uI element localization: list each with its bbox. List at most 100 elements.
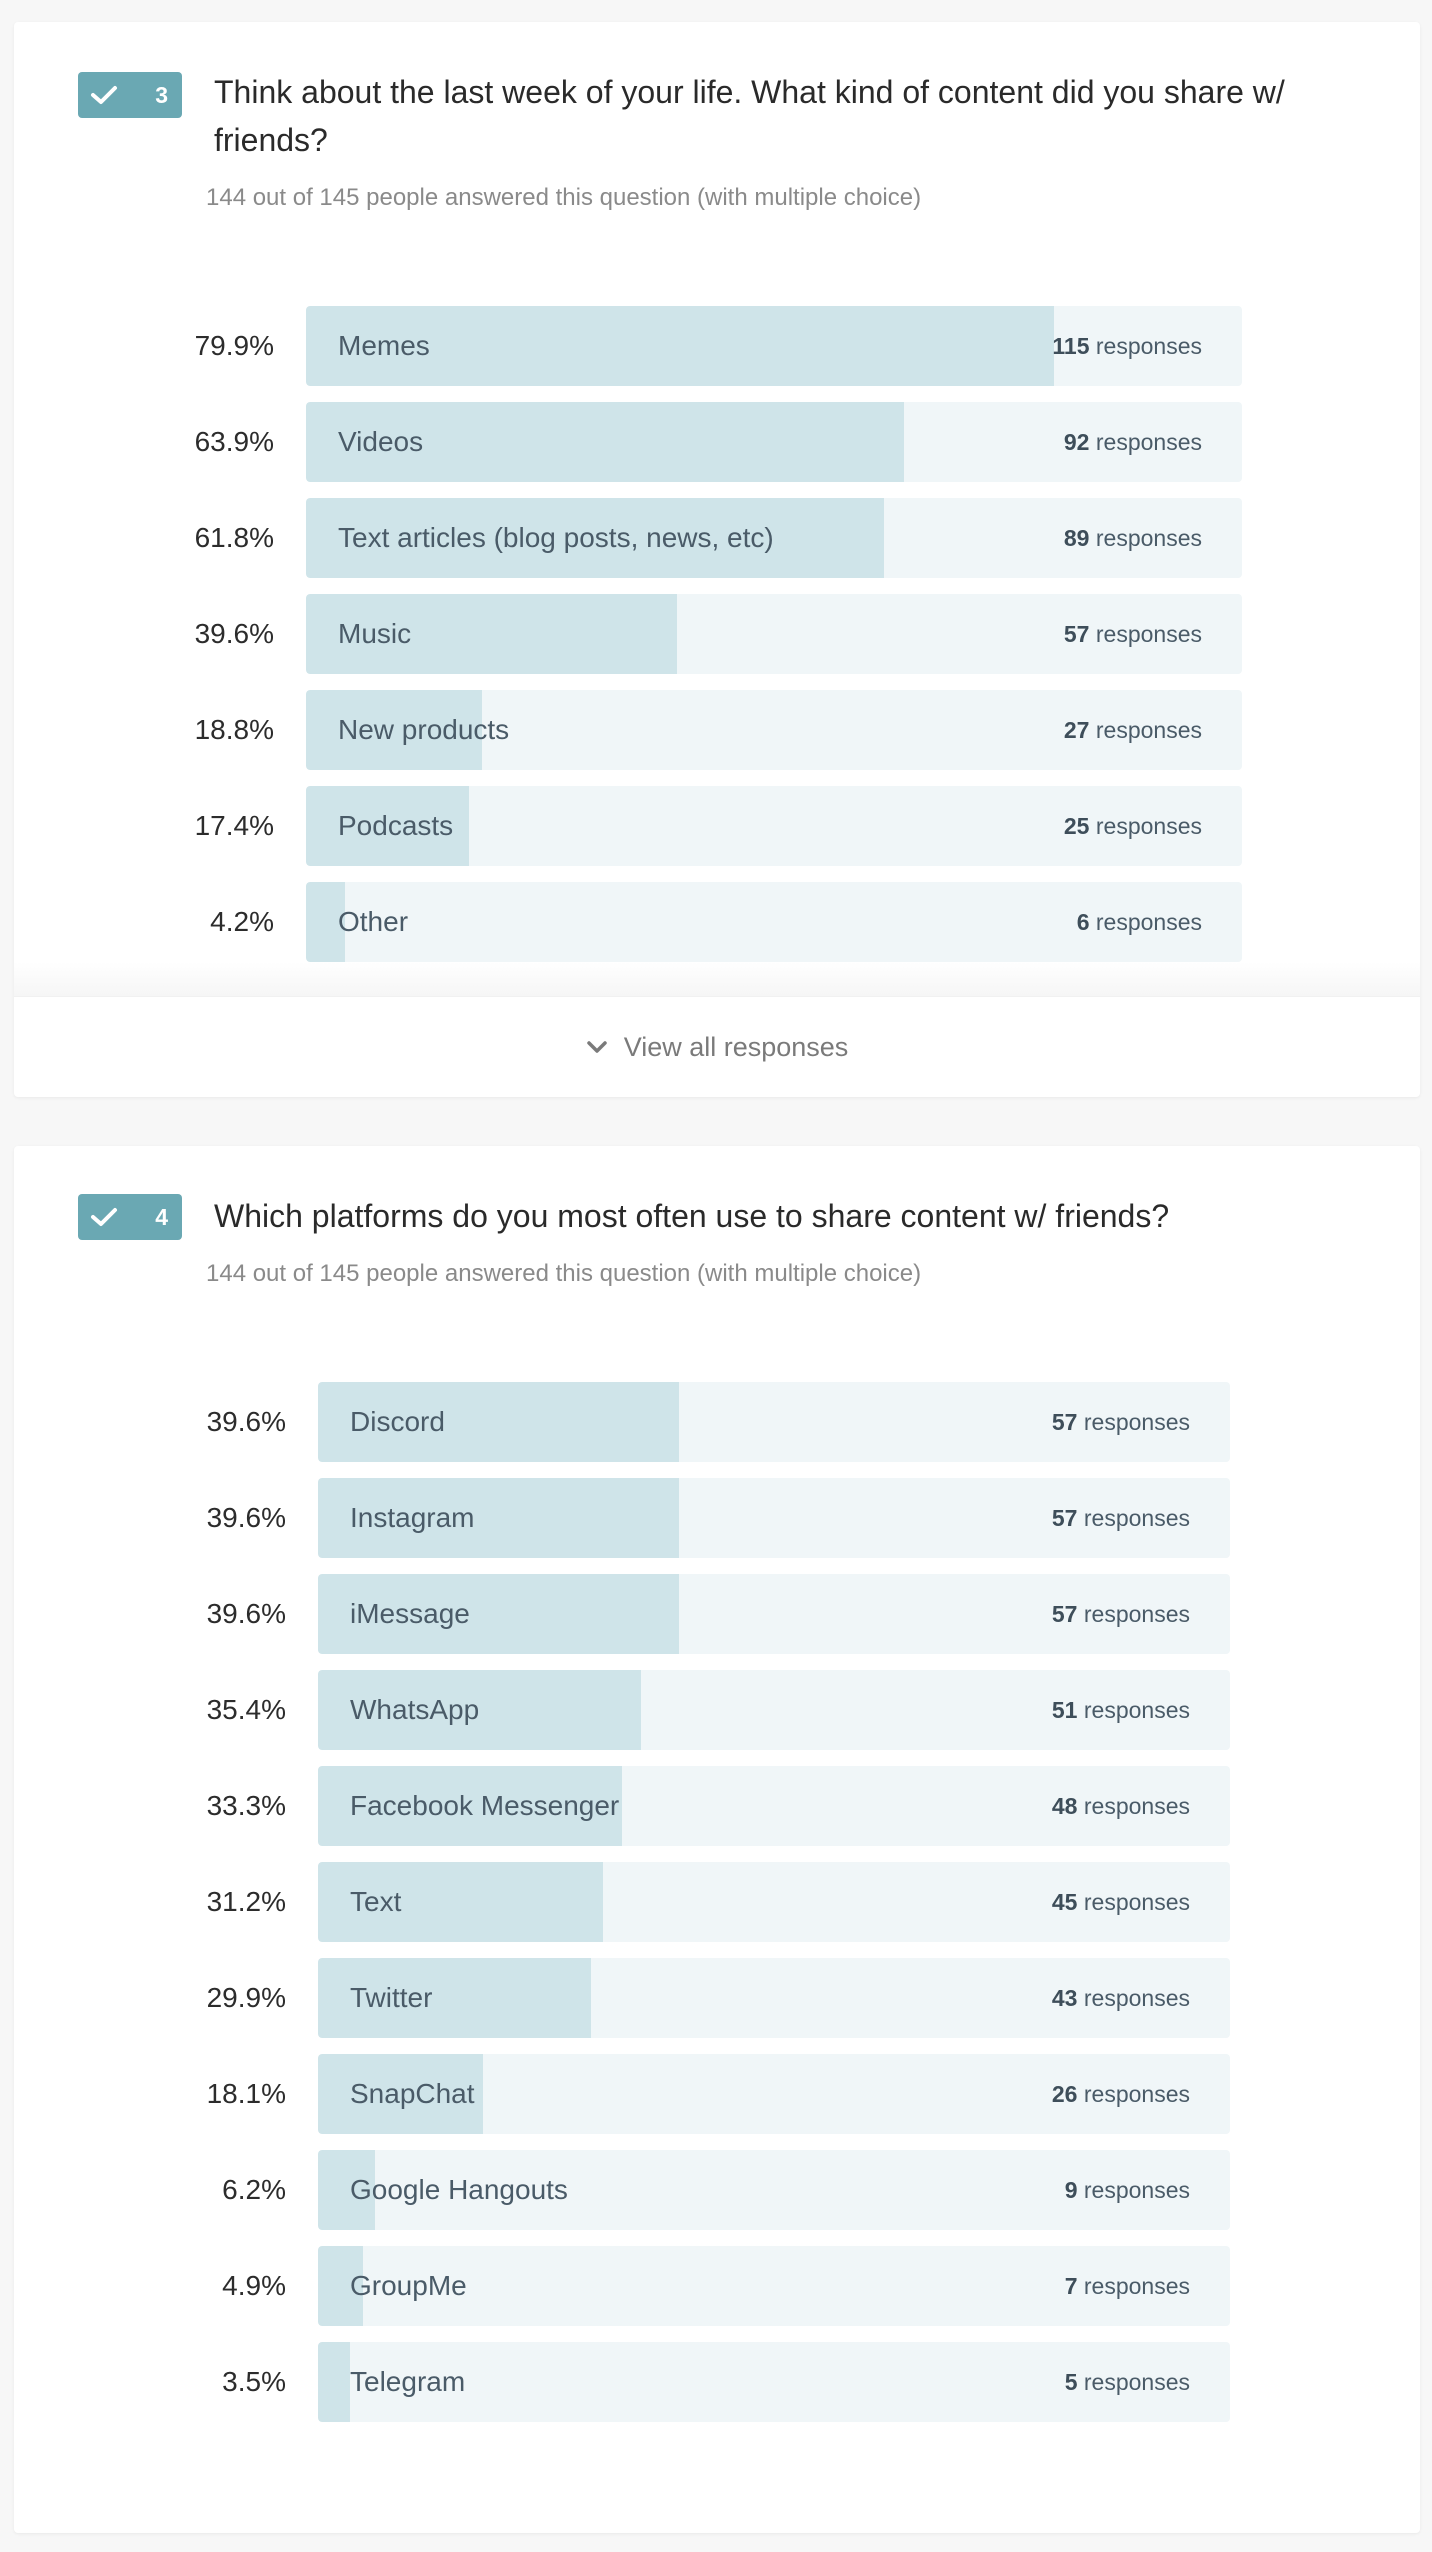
- response-count-number: 57: [1051, 1409, 1078, 1435]
- response-option-label: New products: [338, 714, 510, 745]
- response-option-label: Text: [350, 1886, 402, 1917]
- response-percent: 29.9%: [206, 1982, 286, 2013]
- response-count-suffix: responses: [1095, 525, 1202, 551]
- response-percent: 39.6%: [206, 1406, 286, 1437]
- response-count-suffix: responses: [1083, 1793, 1190, 1819]
- response-row: 31.2% Text 45 responses: [14, 1862, 1420, 1942]
- response-row: 17.4% Podcasts 25 responses: [14, 786, 1420, 866]
- response-count-number: 5: [1064, 2369, 1078, 2395]
- response-bar-fill: [318, 1958, 591, 2038]
- question-subtitle: 144 out of 145 people answered this ques…: [206, 1260, 922, 1287]
- response-row: 4.2% Other 6 responses: [14, 882, 1420, 962]
- response-option-label: Discord: [350, 1406, 445, 1437]
- response-bar-fill: [318, 2342, 350, 2422]
- response-percent: 79.9%: [194, 330, 274, 361]
- response-row: 63.9% Videos 92 responses: [14, 402, 1420, 482]
- response-row: 35.4% WhatsApp 51 responses: [14, 1670, 1420, 1750]
- response-bar-fill: [318, 2054, 484, 2134]
- response-count: 48 responses: [1052, 1766, 1190, 1846]
- list-fade: [14, 962, 1420, 996]
- response-row: 18.8% New products 27 responses: [14, 690, 1420, 770]
- response-option-label: Text articles (blog posts, news, etc): [338, 522, 774, 553]
- response-count: 115 responses: [1052, 306, 1202, 386]
- response-row: 39.6% Instagram 57 responses: [14, 1478, 1420, 1558]
- response-count-suffix: responses: [1083, 1409, 1190, 1435]
- response-bar: Facebook Messenger 48 responses: [318, 1766, 1230, 1846]
- response-bar-fill: [318, 1670, 641, 1750]
- response-bar-fill: [306, 690, 482, 770]
- response-count-suffix: responses: [1083, 2081, 1190, 2107]
- response-row: 79.9% Memes 115 responses: [14, 306, 1420, 386]
- response-option-label: Podcasts: [338, 810, 454, 841]
- response-option-label: Telegram: [350, 2366, 466, 2397]
- response-count-suffix: responses: [1083, 2177, 1190, 2203]
- response-bar-fill: [318, 1574, 680, 1654]
- response-count-number: 9: [1064, 2177, 1078, 2203]
- response-bar-fill: [318, 2150, 375, 2230]
- response-bar-fill: [318, 1766, 622, 1846]
- response-count-suffix: responses: [1095, 717, 1202, 743]
- response-count-suffix: responses: [1083, 2369, 1190, 2395]
- response-bar-fill: [318, 1862, 603, 1942]
- response-count: 6 responses: [1077, 882, 1202, 962]
- response-percent: 4.9%: [222, 2270, 286, 2301]
- response-percent: 63.9%: [194, 426, 274, 457]
- response-count-suffix: responses: [1095, 621, 1202, 647]
- response-count-number: 27: [1063, 717, 1090, 743]
- response-bar: iMessage 57 responses: [318, 1574, 1230, 1654]
- response-percent: 6.2%: [222, 2174, 286, 2205]
- response-percent: 61.8%: [194, 522, 274, 553]
- response-count-number: 6: [1076, 909, 1090, 935]
- response-bar-fill: [318, 1478, 680, 1558]
- question-number-badge: 4: [78, 1194, 182, 1240]
- response-option-label: Other: [338, 906, 409, 937]
- response-bar: WhatsApp 51 responses: [318, 1670, 1230, 1750]
- response-count-suffix: responses: [1095, 813, 1202, 839]
- response-bar-fill: [318, 2246, 363, 2326]
- response-bar-fill: [306, 402, 905, 482]
- response-option-label: Twitter: [350, 1982, 433, 2013]
- response-bar: Other 6 responses: [306, 882, 1242, 962]
- question-number: 3: [155, 81, 168, 108]
- response-count-suffix: responses: [1095, 429, 1202, 455]
- response-count: 27 responses: [1064, 690, 1202, 770]
- view-all-responses-button[interactable]: View all responses: [14, 996, 1420, 1097]
- response-bar: SnapChat 26 responses: [318, 2054, 1230, 2134]
- response-count-number: 26: [1051, 2081, 1078, 2107]
- response-count: 43 responses: [1052, 1958, 1190, 2038]
- response-bar-fill: [318, 1382, 680, 1462]
- response-option-label: Instagram: [350, 1502, 475, 1533]
- response-count-suffix: responses: [1083, 1697, 1190, 1723]
- response-count-suffix: responses: [1095, 909, 1202, 935]
- response-count-suffix: responses: [1083, 1601, 1190, 1627]
- response-count-number: 57: [1051, 1601, 1078, 1627]
- response-option-label: SnapChat: [350, 2078, 475, 2109]
- response-count: 51 responses: [1052, 1670, 1190, 1750]
- response-count-number: 43: [1051, 1985, 1078, 2011]
- response-bar: Twitter 43 responses: [318, 1958, 1230, 2038]
- question-card-3: 3 Think about the last week of your life…: [14, 22, 1420, 1097]
- response-bar-fill: [306, 306, 1054, 386]
- question-title-line: Think about the last week of your life. …: [214, 74, 1285, 110]
- response-count: 5 responses: [1065, 2342, 1190, 2422]
- response-count-number: 57: [1063, 621, 1090, 647]
- response-percent: 31.2%: [206, 1886, 286, 1917]
- response-row: 61.8% Text articles (blog posts, news, et…: [14, 498, 1420, 578]
- response-count-number: 45: [1051, 1889, 1078, 1915]
- response-bar-fill: [306, 786, 469, 866]
- response-row: 4.9% GroupMe 7 responses: [14, 2246, 1420, 2326]
- response-percent: 18.8%: [194, 714, 274, 745]
- response-bar: Google Hangouts 9 responses: [318, 2150, 1230, 2230]
- chevron-down-icon: [586, 1041, 607, 1053]
- question-title-line: friends?: [214, 122, 328, 158]
- response-count-suffix: responses: [1083, 1505, 1190, 1531]
- response-row: 3.5% Telegram 5 responses: [14, 2342, 1420, 2422]
- response-bar: Text articles (blog posts, news, etc) 89 …: [306, 498, 1242, 578]
- response-count: 57 responses: [1052, 1574, 1190, 1654]
- view-all-label: View all responses: [623, 1031, 849, 1062]
- question-number: 4: [155, 1203, 168, 1230]
- check-icon: [91, 1208, 117, 1226]
- response-option-label: GroupMe: [350, 2270, 467, 2301]
- response-count-suffix: responses: [1083, 1985, 1190, 2011]
- question-title: Think about the last week of your life. …: [214, 68, 1285, 164]
